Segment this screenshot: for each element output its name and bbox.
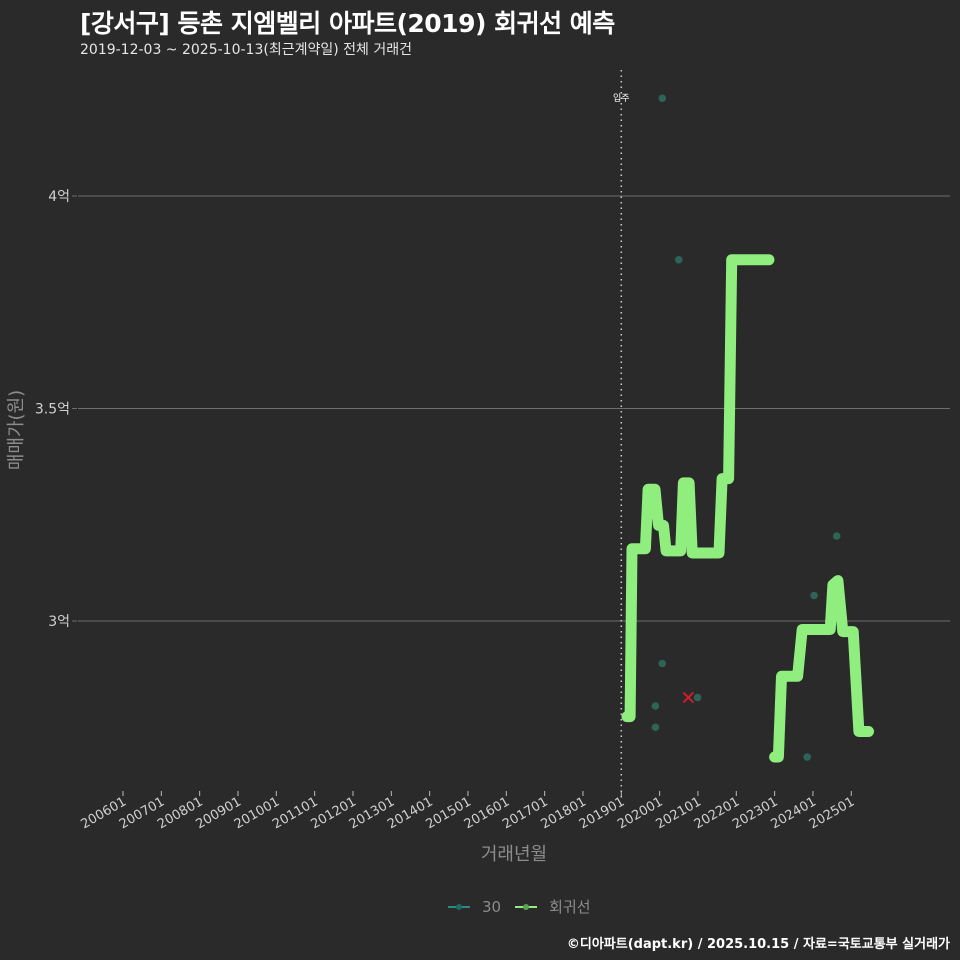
transaction-point [658, 94, 667, 103]
transaction-point [803, 753, 811, 761]
grid-lines [78, 195, 950, 622]
x-axis-title: 거래년월 [481, 844, 547, 865]
transaction-point [651, 723, 660, 732]
transaction-point [658, 659, 667, 668]
legend-label-30: 30 [482, 897, 502, 916]
transaction-point [693, 693, 702, 702]
chart-series [621, 94, 874, 763]
y-axis-title: 매매가(원) [6, 390, 27, 470]
chart-subtitle: 2019-12-03 ~ 2025-10-13(최근계약일) 전체 거래건 [80, 42, 412, 58]
y-tick-label: 3억 [48, 614, 70, 630]
chart-legend: 30 회귀선 [448, 896, 591, 917]
legend-item-regression: 회귀선 [515, 896, 591, 917]
y-axis: 3억 3.5억 4억 [35, 189, 77, 630]
y-tick-label: 4억 [48, 189, 70, 205]
transaction-point [651, 702, 660, 710]
outlier-marker [682, 691, 695, 704]
y-tick-label: 3.5억 [35, 402, 70, 418]
legend-item-30: 30 [448, 898, 501, 916]
legend-key-30-icon [448, 902, 470, 912]
regression-line [621, 254, 775, 723]
legend-key-regression-icon [515, 902, 538, 912]
transaction-point [810, 591, 818, 600]
chart-title: [강서구] 등촌 지엠벨리 아파트(2019) 회귀선 예측 [80, 9, 615, 38]
move-in-reference-line: 입주 [613, 70, 630, 800]
move-in-label: 입주 [613, 92, 630, 104]
transaction-point [674, 255, 683, 264]
regression-line [769, 575, 874, 763]
x-axis: 2006012007012008012009012010012011012012… [79, 791, 857, 832]
footer-credit: ©디아파트(dapt.kr) / 2025.10.15 / 자료=국토교통부 실… [566, 937, 950, 952]
transaction-point [832, 532, 841, 540]
legend-label-regression: 회귀선 [549, 898, 591, 916]
